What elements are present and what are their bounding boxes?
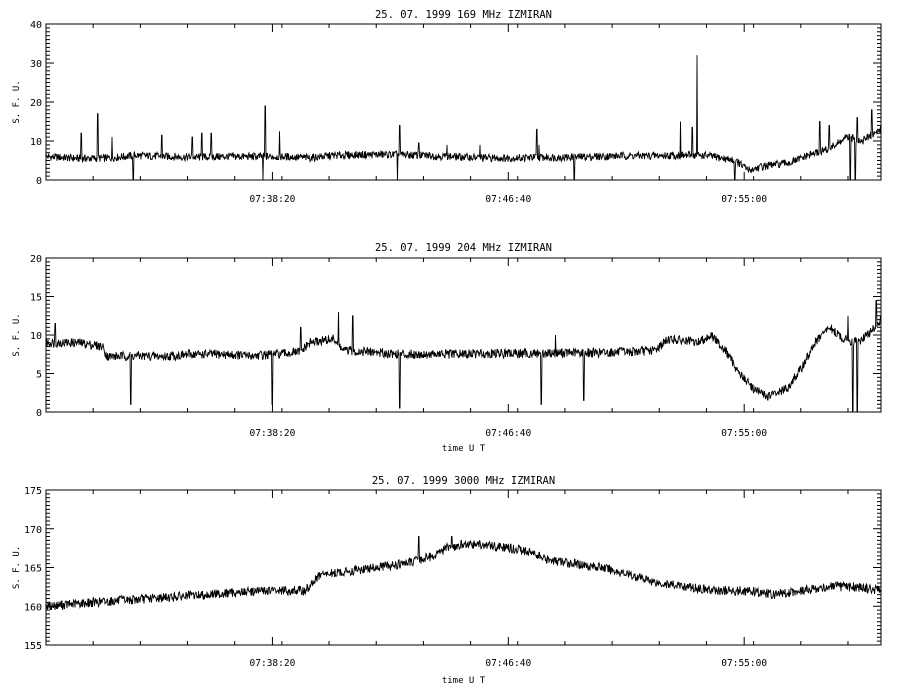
y-tick-label: 40 — [30, 20, 42, 31]
x-tick-label: 07:55:00 — [721, 194, 767, 205]
x-axis-label: time U T — [442, 444, 486, 454]
flux-series-line-1 — [45, 299, 882, 413]
chart-title: 25. 07. 1999 3000 MHz IZMIRAN — [372, 475, 555, 487]
y-tick-label: 20 — [30, 98, 42, 109]
y-tick-label: 160 — [24, 602, 42, 613]
chart-title: 25. 07. 1999 169 MHz IZMIRAN — [375, 9, 552, 21]
y-tick-label: 165 — [24, 564, 42, 575]
y-tick-label: 20 — [30, 254, 42, 265]
y-tick-label: 0 — [36, 408, 42, 419]
x-tick-label: 07:55:00 — [721, 428, 767, 439]
flux-series-line-1 — [45, 55, 882, 181]
y-tick-label: 175 — [24, 486, 42, 497]
y-tick-label: 5 — [36, 370, 42, 381]
chart-title: 25. 07. 1999 204 MHz IZMIRAN — [375, 242, 552, 254]
y-tick-label: 15 — [30, 293, 42, 304]
plot-frame — [45, 489, 882, 646]
chart-panel-1: 25. 07. 1999 169 MHz IZMIRAN S. F. U. 0 10 2… — [12, 9, 882, 205]
x-tick-label: 07:55:00 — [721, 658, 767, 669]
y-tick-label: 10 — [30, 137, 42, 148]
x-tick-label: 07:46:40 — [485, 194, 531, 205]
x-tick-label: 07:38:20 — [250, 428, 296, 439]
y-tick-label: 170 — [24, 525, 42, 536]
x-tick-label: 07:38:20 — [250, 658, 296, 669]
x-tick-label: 07:46:40 — [485, 658, 531, 669]
x-tick-label: 07:46:40 — [485, 428, 531, 439]
y-axis-label: S. F. U. — [12, 546, 22, 589]
chart-panel-2: 25. 07. 1999 204 MHz IZMIRAN S. F. U. time… — [12, 242, 882, 454]
x-axis-label: time U T — [442, 676, 486, 686]
x-tick-label: 07:38:20 — [250, 194, 296, 205]
y-axis-label: S. F. U. — [12, 80, 22, 123]
y-tick-label: 10 — [30, 331, 42, 342]
y-axis-label: S. F. U. — [12, 313, 22, 356]
flux-series-line-1 — [45, 536, 882, 611]
chart-panel-3: 25. 07. 1999 3000 MHz IZMIRAN S. F. U. tim… — [12, 475, 882, 686]
y-tick-label: 0 — [36, 176, 42, 187]
y-tick-label: 155 — [24, 641, 42, 652]
y-tick-label: 30 — [30, 59, 42, 70]
